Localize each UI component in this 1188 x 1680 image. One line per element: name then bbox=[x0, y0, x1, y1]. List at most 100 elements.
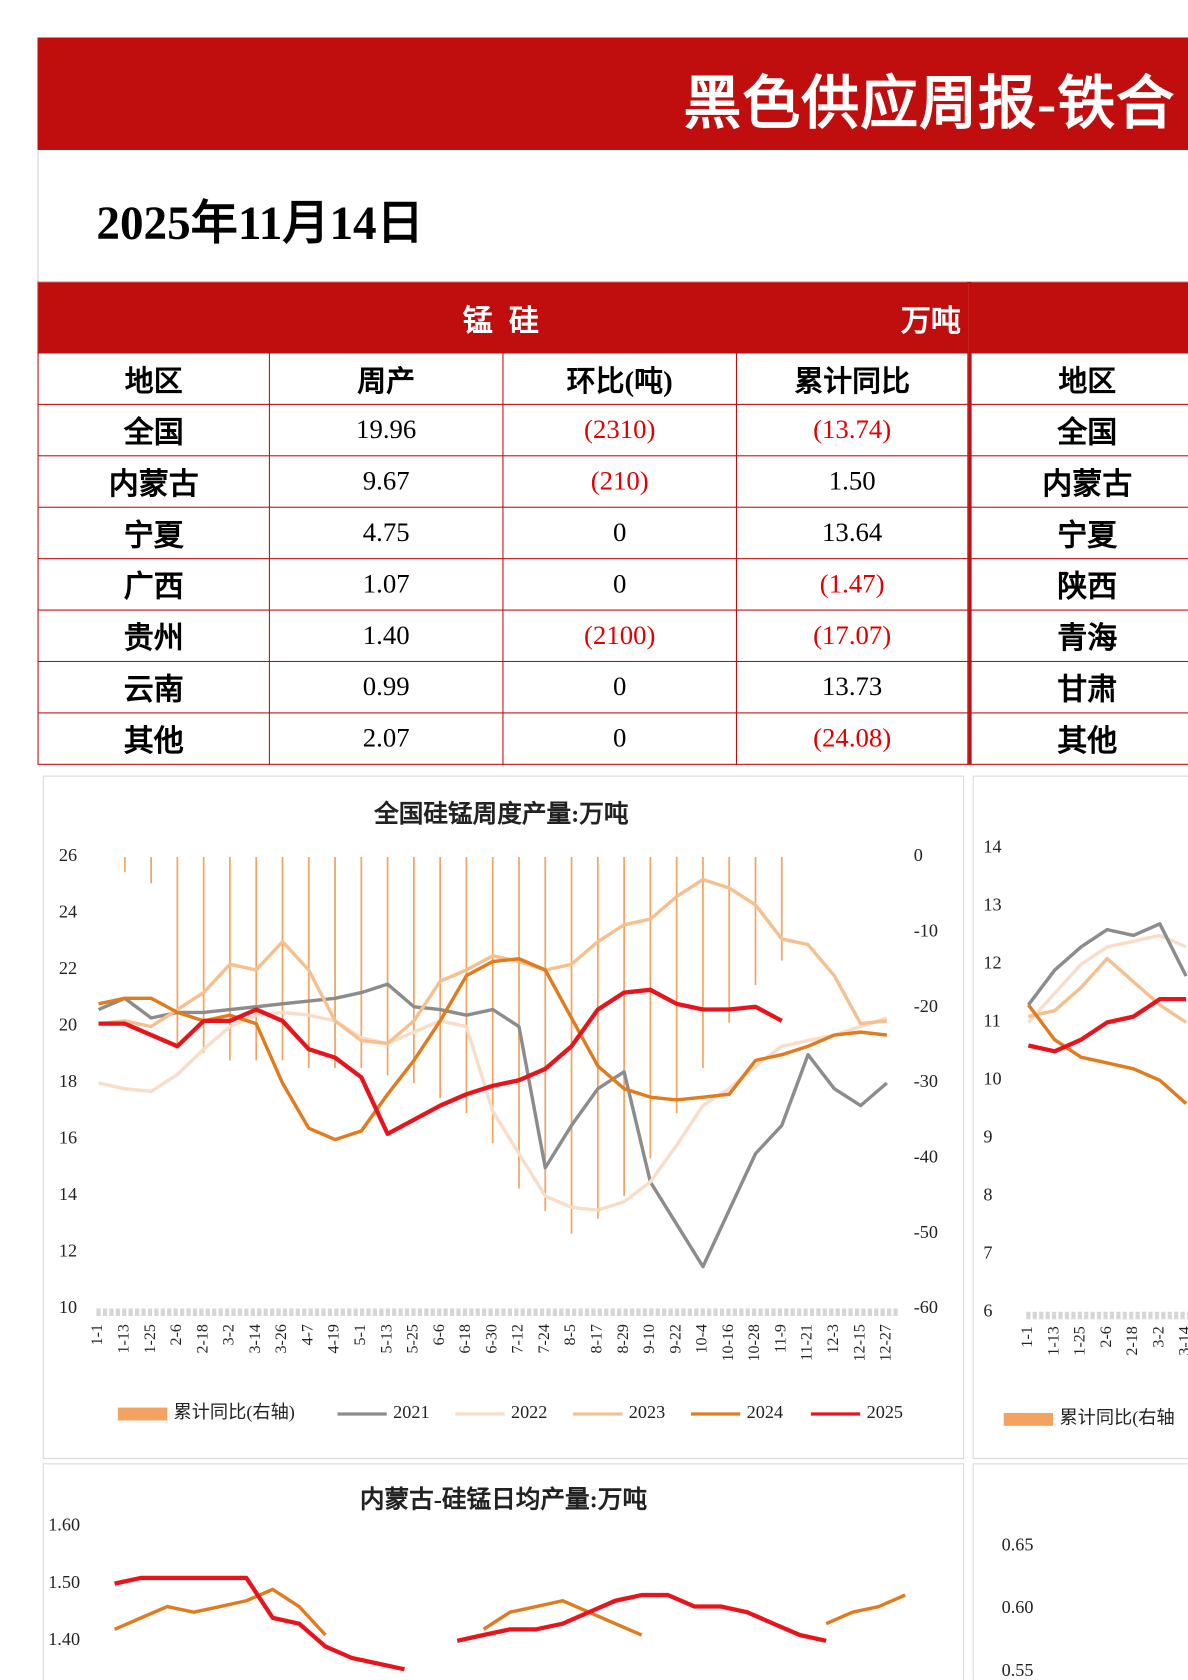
y2-tick-label: 0 bbox=[914, 845, 923, 865]
x-tick-label: 7-24 bbox=[536, 1324, 553, 1353]
bar bbox=[649, 856, 652, 1159]
x-tick-label: 2-6 bbox=[168, 1324, 185, 1345]
chart-panel bbox=[42, 1463, 965, 1680]
x-tick-label: 3-26 bbox=[273, 1324, 290, 1353]
x-tick-label: 3-14 bbox=[1177, 1326, 1188, 1355]
x-tick-label: 12-15 bbox=[851, 1324, 868, 1361]
series-line bbox=[98, 877, 888, 1046]
chart-title: 内蒙古-硅锰日均产量:万吨 bbox=[360, 1485, 648, 1514]
x-tick-label: 12-3 bbox=[825, 1324, 842, 1353]
bar bbox=[123, 856, 126, 873]
table-title: 锰 硅 bbox=[462, 305, 544, 339]
region-cell: 青海 bbox=[969, 609, 1188, 663]
value-cell: 9.67 bbox=[268, 455, 504, 508]
x-tick-label: 4-19 bbox=[326, 1324, 343, 1353]
table-row: 宁夏 4.75 0 13.64 bbox=[37, 506, 969, 560]
column-header: 累计同比 bbox=[735, 352, 969, 405]
x-tick-label: 1-25 bbox=[142, 1324, 159, 1353]
bar bbox=[229, 856, 231, 1061]
x-tick-label: 6-18 bbox=[457, 1324, 474, 1353]
region-cell: 其他 bbox=[37, 712, 270, 765]
legend-label: 2022 bbox=[511, 1402, 547, 1422]
bar bbox=[702, 856, 704, 1068]
y2-tick-label: -50 bbox=[914, 1222, 938, 1242]
region-cell: 贵州 bbox=[37, 609, 270, 663]
chart-title: 全国硅锰周度产量:万吨 bbox=[373, 799, 629, 828]
header-row: 地区 周产 环比(吨) 累计同比 bbox=[37, 352, 969, 405]
bar bbox=[386, 856, 389, 1076]
table-row: 云南 0.99 0 13.73 bbox=[37, 660, 969, 714]
table-title-cell: 锰 硅 万吨 bbox=[37, 281, 969, 354]
y2-tick-label: -10 bbox=[914, 920, 938, 940]
table-right: 地区 全国 内蒙古 宁夏 陕西 青海 甘肃 其他 bbox=[968, 281, 1188, 765]
y-tick-label: 8 bbox=[983, 1184, 992, 1204]
series-line bbox=[1027, 996, 1187, 1054]
x-tick-label: 3-2 bbox=[221, 1324, 238, 1345]
table-silicomanganese: 锰 硅万吨 地区 周产 环比(吨) 累计同比 全国 19.96 (2310) (13.74) 内蒙… bbox=[37, 281, 969, 765]
value-cell: (17.07) bbox=[735, 609, 969, 663]
table-row: 内蒙古 bbox=[969, 455, 1188, 508]
bar bbox=[544, 856, 547, 1212]
x-tick-label: 8-29 bbox=[615, 1324, 632, 1353]
y-tick-label: 9 bbox=[983, 1126, 992, 1146]
chart-panel bbox=[972, 1463, 1188, 1680]
legend-swatch bbox=[117, 1407, 168, 1421]
table-row: 陕西 bbox=[969, 558, 1188, 611]
series-line bbox=[113, 1587, 906, 1637]
value-cell: (1.47) bbox=[735, 558, 969, 611]
x-tick-label: 5-25 bbox=[405, 1324, 422, 1353]
bar bbox=[255, 856, 258, 1061]
series-line bbox=[1027, 933, 1187, 1024]
bar bbox=[754, 856, 757, 986]
value-cell: (210) bbox=[502, 455, 738, 508]
x-tick-label: 7-12 bbox=[510, 1324, 527, 1353]
series-line bbox=[98, 957, 888, 1142]
y-tick-label: 11 bbox=[983, 1011, 1001, 1031]
value-cell: 13.73 bbox=[735, 660, 969, 714]
y-tick-label: 14 bbox=[983, 837, 1001, 857]
value-cell: 1.40 bbox=[268, 609, 504, 663]
value-cell: 2.07 bbox=[268, 712, 504, 765]
table-title-row: 锰 硅 万吨 bbox=[37, 281, 969, 354]
chart-panel bbox=[972, 775, 1188, 1460]
x-tick-label: 2-18 bbox=[1124, 1326, 1141, 1355]
value-cell: (2310) bbox=[502, 403, 738, 457]
legend-swatch bbox=[1003, 1412, 1054, 1426]
table-row: 贵州 1.40 (2100) (17.07) bbox=[37, 609, 969, 663]
x-tick-label: 1-25 bbox=[1072, 1326, 1089, 1355]
series-line bbox=[1027, 922, 1188, 1006]
x-tick-label: 2-18 bbox=[194, 1324, 211, 1353]
series-line bbox=[1028, 956, 1188, 1024]
series-line bbox=[98, 1010, 888, 1212]
x-tick-label: 5-13 bbox=[378, 1324, 395, 1353]
y-tick-label: 20 bbox=[59, 1015, 77, 1035]
y-tick-label: 1.50 bbox=[48, 1572, 80, 1592]
table-row: 青海 bbox=[969, 609, 1188, 663]
x-tick-label: 1-13 bbox=[116, 1324, 133, 1353]
table-row: 内蒙古 9.67 (210) 1.50 bbox=[37, 455, 969, 508]
value-cell: 0.99 bbox=[268, 660, 504, 714]
bar bbox=[150, 856, 152, 884]
table-title-cell bbox=[969, 281, 1188, 354]
bar bbox=[334, 856, 336, 1068]
region-cell: 内蒙古 bbox=[37, 455, 270, 508]
table-row: 广西 1.07 0 (1.47) bbox=[37, 558, 969, 611]
bar bbox=[413, 856, 415, 1084]
region-cell: 甘肃 bbox=[969, 660, 1188, 714]
y-tick-label: 22 bbox=[59, 958, 77, 978]
series-line bbox=[97, 982, 888, 1269]
x-tick-label: 1-1 bbox=[1019, 1326, 1036, 1347]
x-tick-label: 11-21 bbox=[799, 1324, 816, 1361]
table-row: 其他 2.07 0 (24.08) bbox=[37, 712, 969, 765]
y-tick-label: 16 bbox=[59, 1128, 77, 1148]
y-tick-label: 26 bbox=[59, 845, 77, 865]
legend-label: 2024 bbox=[747, 1402, 783, 1422]
y-tick-label: 12 bbox=[59, 1241, 77, 1261]
y-tick-label: 6 bbox=[983, 1300, 992, 1320]
bar bbox=[176, 856, 179, 1046]
legend-label: 累计同比(右轴 bbox=[1059, 1408, 1174, 1429]
x-tick-label: 6-6 bbox=[431, 1324, 448, 1345]
y2-tick-label: -60 bbox=[914, 1297, 938, 1317]
